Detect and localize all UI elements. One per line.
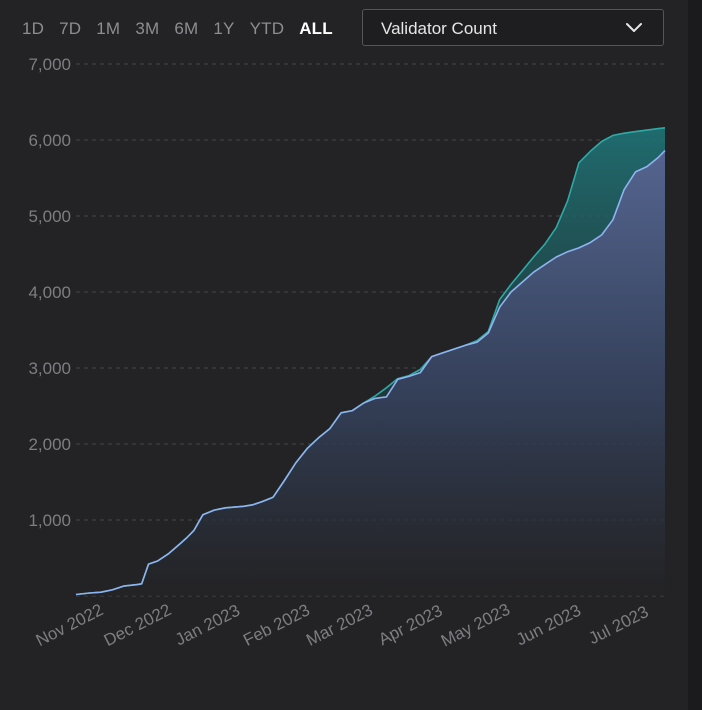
metric-dropdown[interactable]: Validator Count (362, 9, 664, 46)
panel-edge (688, 0, 702, 710)
range-1y[interactable]: 1Y (213, 19, 235, 38)
x-tick-label: May 2023 (438, 600, 513, 651)
range-all[interactable]: ALL (299, 19, 333, 38)
y-tick-label: 2,000 (28, 435, 71, 454)
x-tick-label: Feb 2023 (240, 600, 313, 650)
x-tick-label: Jan 2023 (172, 601, 243, 650)
series-2-area (76, 150, 665, 596)
range-ytd[interactable]: YTD (249, 19, 285, 38)
range-6m[interactable]: 6M (174, 19, 199, 38)
y-tick-label: 6,000 (28, 131, 71, 150)
range-1m[interactable]: 1M (96, 19, 121, 38)
y-tick-label: 4,000 (28, 283, 71, 302)
x-tick-label: Jul 2023 (586, 602, 652, 648)
y-tick-label: 3,000 (28, 359, 71, 378)
range-7d[interactable]: 7D (59, 19, 82, 38)
range-1d[interactable]: 1D (22, 19, 45, 38)
x-tick-label: Nov 2022 (33, 600, 106, 650)
range-3m[interactable]: 3M (135, 19, 160, 38)
chevron-down-icon (626, 23, 642, 32)
x-tick-label: Dec 2022 (101, 600, 174, 650)
y-tick-label: 1,000 (28, 511, 71, 530)
time-range-selector: 1D 7D 1M 3M 6M 1Y YTD ALL (22, 16, 348, 42)
metric-dropdown-label: Validator Count (381, 19, 497, 38)
x-tick-label: Apr 2023 (375, 601, 445, 649)
x-tick-label: Mar 2023 (303, 600, 376, 650)
x-tick-label: Jun 2023 (513, 601, 584, 650)
y-tick-label: 7,000 (28, 55, 71, 74)
y-tick-label: 5,000 (28, 207, 71, 226)
series-2-line (75, 150, 666, 596)
